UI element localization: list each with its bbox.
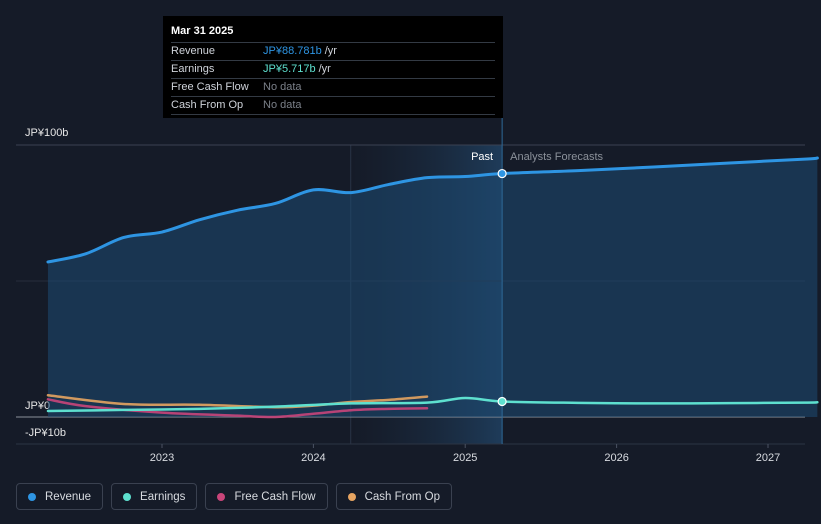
series-line-revenue — [46, 156, 819, 264]
revenue-area — [47, 158, 818, 417]
series-line-earnings — [46, 396, 819, 413]
tooltip-value: No data — [263, 99, 302, 111]
tooltip-unit: /yr — [324, 45, 337, 57]
tooltip-value: JP¥5.717b — [263, 63, 316, 75]
x-tick-label: 2023 — [150, 452, 174, 464]
legend-item-revenue[interactable]: Revenue — [16, 483, 104, 510]
highlight-point-revenue — [497, 168, 507, 179]
x-tick-label: 2027 — [756, 452, 780, 464]
y-tick-label: JP¥0 — [25, 400, 50, 412]
tooltip-value: JP¥88.781b — [263, 45, 322, 57]
x-tick-label: 2026 — [604, 452, 628, 464]
y-tick-label: JP¥100b — [25, 127, 68, 139]
legend: Revenue Earnings Free Cash Flow Cash Fro… — [16, 483, 453, 510]
series-line-free-cash-flow — [46, 398, 429, 419]
highlight-point-earnings — [497, 396, 507, 407]
legend-dot-icon — [217, 492, 226, 501]
tooltip-unit: /yr — [318, 63, 331, 75]
tooltip-row-earnings: Earnings JP¥5.717b /yr — [171, 61, 495, 79]
legend-label: Cash From Op — [364, 490, 441, 503]
tooltip-label: Earnings — [171, 63, 215, 75]
legend-dot-icon — [347, 492, 356, 501]
tooltip-label: Revenue — [171, 45, 216, 57]
tooltip: Mar 31 2025 Revenue JP¥88.781b /yr Earni… — [163, 16, 503, 118]
tooltip-row-cfo: Cash From Op No data — [171, 97, 495, 115]
legend-dot-icon — [123, 492, 132, 501]
legend-label: Free Cash Flow — [234, 490, 316, 503]
legend-item-earnings[interactable]: Earnings — [111, 483, 198, 510]
tooltip-label: Cash From Op — [171, 99, 244, 111]
y-tick-label: -JP¥10b — [25, 427, 66, 439]
past-label: Past — [471, 151, 493, 163]
legend-dot-icon — [28, 492, 36, 501]
x-tick-label: 2024 — [301, 452, 325, 464]
forecast-label: Analysts Forecasts — [510, 151, 603, 163]
x-tick-label: 2025 — [453, 452, 477, 464]
legend-label: Earnings — [140, 490, 186, 503]
tooltip-row-revenue: Revenue JP¥88.781b /yr — [171, 43, 495, 61]
tooltip-value: No data — [263, 81, 302, 93]
legend-item-cash-from-op[interactable]: Cash From Op — [335, 483, 453, 510]
tooltip-label: Free Cash Flow — [171, 81, 249, 93]
legend-item-free-cash-flow[interactable]: Free Cash Flow — [205, 483, 328, 510]
legend-label: Revenue — [45, 490, 92, 503]
tooltip-row-fcf: Free Cash Flow No data — [171, 79, 495, 97]
tooltip-date: Mar 31 2025 — [171, 22, 495, 43]
